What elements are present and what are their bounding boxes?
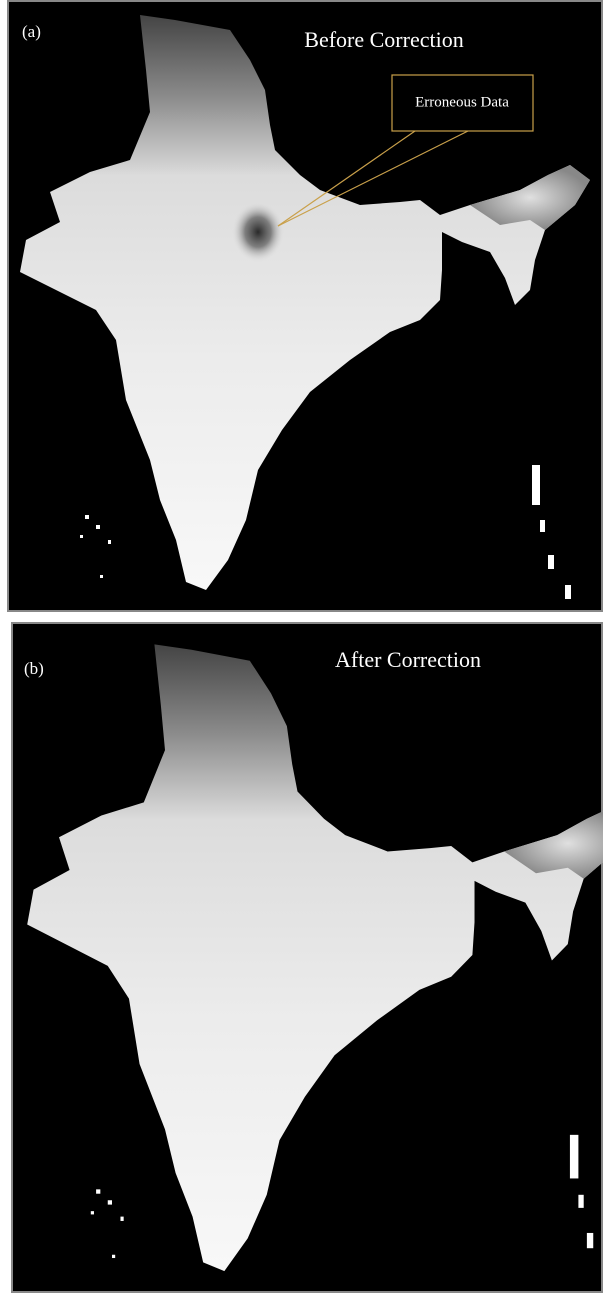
panel-b: (b) After Correction	[11, 622, 603, 1293]
panel-title: Before Correction	[304, 27, 463, 52]
error-region	[232, 202, 284, 262]
panel-a: Erroneous Data (a) Before Correction	[7, 0, 603, 612]
callout-box	[391, 74, 534, 132]
panel-title: After Correction	[335, 647, 481, 672]
panel-label: (a)	[22, 22, 41, 41]
leader-line	[277, 130, 416, 227]
callout-text: Erroneous Data	[415, 94, 509, 110]
panel-label: (b)	[24, 659, 44, 678]
leader-line	[277, 130, 469, 227]
